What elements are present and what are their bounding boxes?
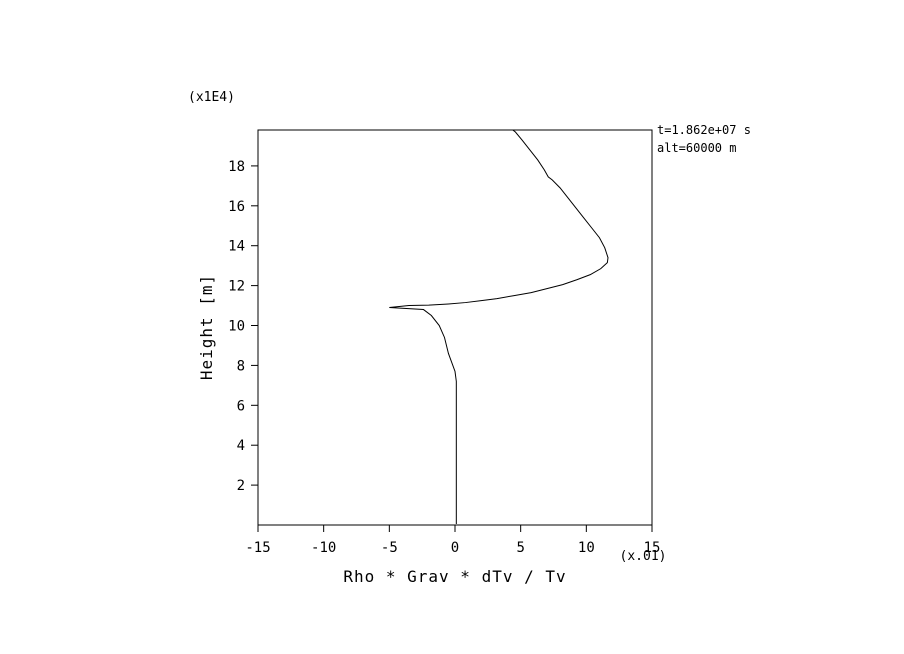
y-tick-label: 8 [237,358,245,374]
data-curve [389,129,609,525]
x-scale-label: (x.01) [620,549,667,564]
annotation-altitude: alt=60000 m [657,141,736,155]
x-tick-label: 0 [451,540,459,556]
x-tick-label: -15 [245,540,270,556]
y-tick-label: 14 [228,239,245,255]
x-tick-label: 5 [516,540,524,556]
x-axis-title: Rho * Grav * dTv / Tv [343,567,566,586]
y-axis-title: Height [m] [197,274,216,380]
y-tick-label: 10 [228,319,245,335]
annotation-time: t=1.862e+07 s [657,123,751,137]
x-axis-ticks: -15 -10 -5 0 5 10 15 [245,525,660,556]
y-tick-label: 2 [237,478,245,494]
y-tick-label: 16 [228,199,245,215]
plot-box [257,129,653,526]
y-tick-label: 6 [237,398,245,414]
x-tick-label: -10 [311,540,336,556]
x-tick-label: 10 [578,540,595,556]
y-tick-label: 18 [228,159,245,175]
x-tick-label: -5 [381,540,398,556]
y-scale-label: (x1E4) [188,90,235,105]
y-tick-label: 4 [237,438,245,454]
x-tick-label: 15 [644,540,661,556]
y-tick-label: 12 [228,279,245,295]
y-axis-ticks: 2 4 6 8 10 12 14 16 18 [228,159,258,494]
